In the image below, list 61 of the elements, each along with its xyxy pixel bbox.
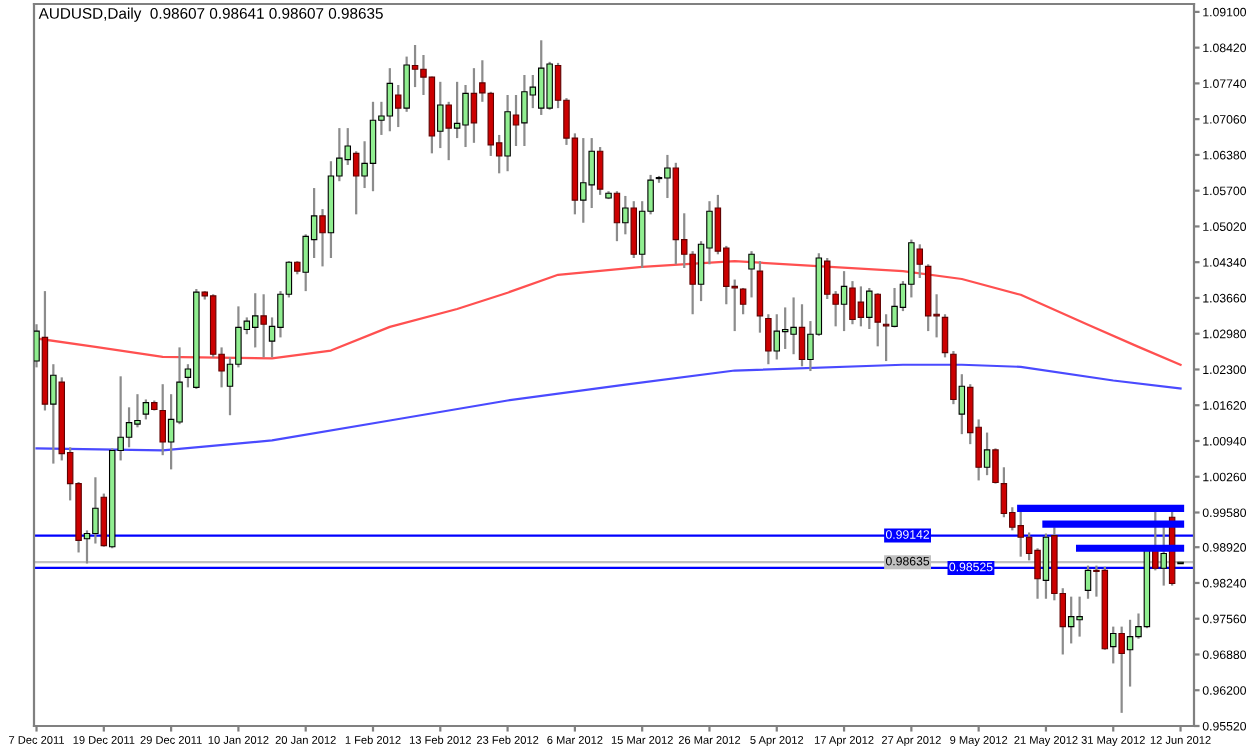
candlestick	[748, 250, 755, 299]
candlestick	[756, 260, 764, 334]
candlestick	[874, 292, 881, 348]
candlestick	[537, 39, 545, 117]
candlestick	[781, 306, 789, 351]
candlestick	[916, 243, 924, 280]
candlestick	[142, 398, 150, 421]
candlestick	[588, 136, 595, 210]
candlestick	[992, 447, 999, 485]
candlestick	[866, 286, 873, 331]
line-series	[35, 260, 1182, 366]
candlestick	[453, 80, 461, 140]
candlestick	[50, 363, 57, 465]
candlestick	[1118, 625, 1125, 714]
candlestick	[159, 383, 166, 457]
candlestick	[630, 200, 638, 260]
candlestick	[613, 190, 621, 243]
candlestick	[125, 406, 133, 449]
candlestick	[790, 296, 797, 356]
candlestick	[394, 83, 402, 129]
candlestick	[1160, 526, 1167, 587]
candlestick	[857, 285, 865, 328]
candlestick	[941, 313, 949, 359]
candlestick	[445, 100, 452, 162]
candlestick	[251, 292, 259, 349]
candlestick	[798, 303, 806, 368]
candlestick	[260, 293, 267, 359]
candlestick	[512, 93, 520, 148]
candlestick	[546, 60, 553, 111]
candlestick	[411, 43, 419, 89]
candlestick	[1076, 595, 1083, 638]
candlestick	[1017, 507, 1024, 558]
candlestick	[437, 80, 444, 150]
candlestick	[765, 313, 772, 366]
candlestick	[739, 286, 747, 316]
candlestick	[983, 431, 991, 477]
candlestick	[823, 256, 831, 301]
candlestick	[622, 194, 629, 236]
candlestick	[950, 349, 957, 406]
candlestick	[596, 145, 604, 196]
candlestick	[580, 136, 587, 224]
candlestick	[403, 55, 410, 113]
candlestick	[504, 93, 511, 173]
candlestick	[1042, 532, 1050, 600]
candlestick	[386, 67, 394, 133]
candlestick	[891, 286, 898, 329]
candlestick	[1126, 618, 1134, 688]
candlestick	[462, 83, 469, 149]
candlestick	[849, 280, 856, 326]
candlestick	[664, 153, 671, 200]
candlestick	[521, 73, 528, 148]
candlestick	[319, 207, 326, 268]
candlestick	[1109, 625, 1117, 665]
candlestick	[369, 100, 377, 193]
candlestick	[1084, 564, 1092, 600]
candlestick	[92, 476, 99, 545]
line-series	[35, 363, 1182, 452]
candlestick	[840, 270, 848, 333]
candlestick	[470, 67, 478, 144]
candlestick	[773, 313, 781, 361]
candlestick	[1067, 595, 1075, 645]
